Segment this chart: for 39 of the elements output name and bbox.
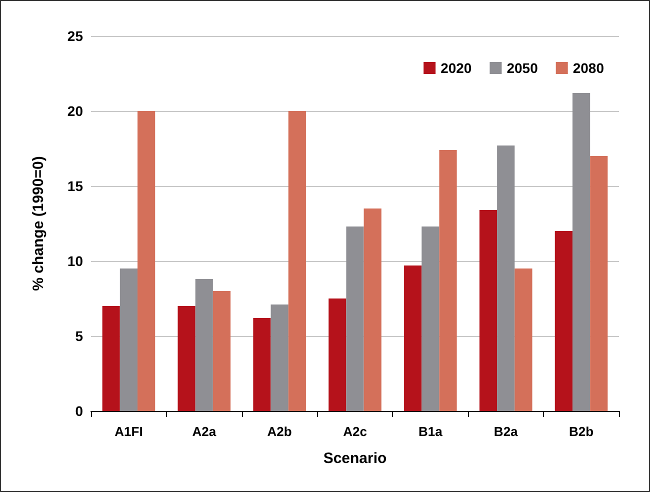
- x-tick-label: B2b: [569, 424, 594, 439]
- bar: [138, 111, 156, 411]
- y-tick-label: 25: [67, 28, 84, 44]
- bar: [572, 93, 590, 411]
- bar: [404, 266, 422, 411]
- bar: [253, 318, 271, 411]
- bar: [212, 291, 231, 411]
- y-tick-label: 20: [67, 103, 84, 119]
- legend-label: 2020: [440, 60, 472, 76]
- bar: [328, 298, 346, 411]
- bar: [346, 226, 364, 411]
- legend-label: 2080: [572, 60, 604, 76]
- bar: [195, 279, 213, 411]
- bar: [514, 268, 532, 411]
- x-axis-title: Scenario: [323, 450, 387, 467]
- bar: [590, 156, 608, 411]
- x-tick-label: B1a: [418, 424, 444, 439]
- bar: [178, 306, 196, 411]
- bar: [288, 111, 306, 411]
- bar: [554, 231, 572, 411]
- x-tick-label: A2c: [343, 424, 367, 439]
- x-tick-label: A1FI: [114, 424, 143, 439]
- x-tick-label: B2a: [494, 424, 519, 439]
- bar: [439, 150, 457, 411]
- bar: [497, 146, 515, 411]
- y-axis-title: % change (1990=0): [30, 156, 47, 291]
- bar: [120, 268, 138, 411]
- x-tick-label: A2b: [267, 424, 292, 439]
- y-tick-label: 10: [67, 253, 84, 269]
- bar: [479, 210, 498, 411]
- bar: [364, 208, 382, 411]
- x-tick-label: A2a: [192, 424, 217, 439]
- y-tick-label: 5: [75, 328, 84, 344]
- y-tick-label: 0: [75, 403, 84, 419]
- bar: [270, 304, 288, 411]
- bar: [102, 306, 120, 411]
- y-tick-label: 15: [67, 178, 84, 194]
- bar: [422, 226, 440, 411]
- legend-label: 2050: [506, 60, 538, 76]
